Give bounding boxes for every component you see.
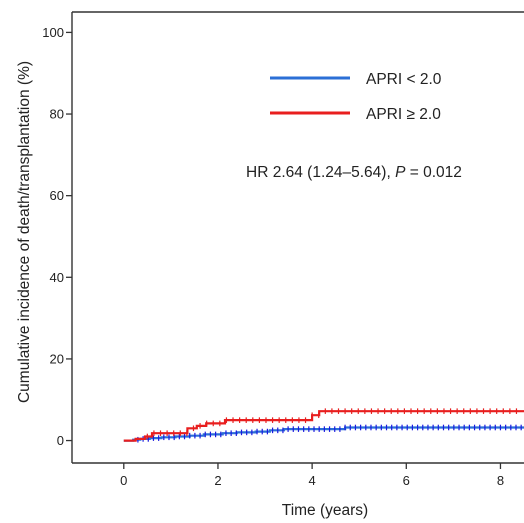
- y-axis-ticks: 0 20 40 60 80 100: [42, 25, 72, 448]
- p-label: P: [395, 164, 406, 181]
- y-tick-label: 100: [42, 25, 64, 40]
- series-line-apri-low: [123, 426, 524, 442]
- x-tick-label: 6: [403, 473, 410, 488]
- y-tick-label: 40: [50, 270, 64, 285]
- x-axis-ticks: 0 2 4 6 8: [120, 463, 504, 488]
- x-tick-label: 0: [120, 473, 127, 488]
- p-value-text: = 0.012: [405, 164, 461, 181]
- x-axis-title: Time (years): [282, 502, 368, 519]
- y-tick-label: 80: [50, 107, 64, 122]
- series-group: [123, 408, 524, 443]
- y-tick-label: 60: [50, 188, 64, 203]
- legend: APRI < 2.0 APRI ≥ 2.0: [270, 71, 442, 123]
- y-tick-label: 0: [57, 433, 64, 448]
- y-axis-title: Cumulative incidence of death/transplant…: [16, 61, 33, 403]
- x-tick-label: 2: [214, 473, 221, 488]
- x-tick-label: 8: [497, 473, 504, 488]
- legend-label-apri-high: APRI ≥ 2.0: [366, 106, 441, 123]
- x-tick-label: 4: [309, 473, 316, 488]
- hazard-ratio-annotation: HR 2.64 (1.24–5.64), P = 0.012: [246, 164, 462, 181]
- legend-label-apri-low: APRI < 2.0: [366, 71, 442, 88]
- hr-text: HR 2.64 (1.24–5.64),: [246, 164, 395, 181]
- y-tick-label: 20: [50, 351, 64, 366]
